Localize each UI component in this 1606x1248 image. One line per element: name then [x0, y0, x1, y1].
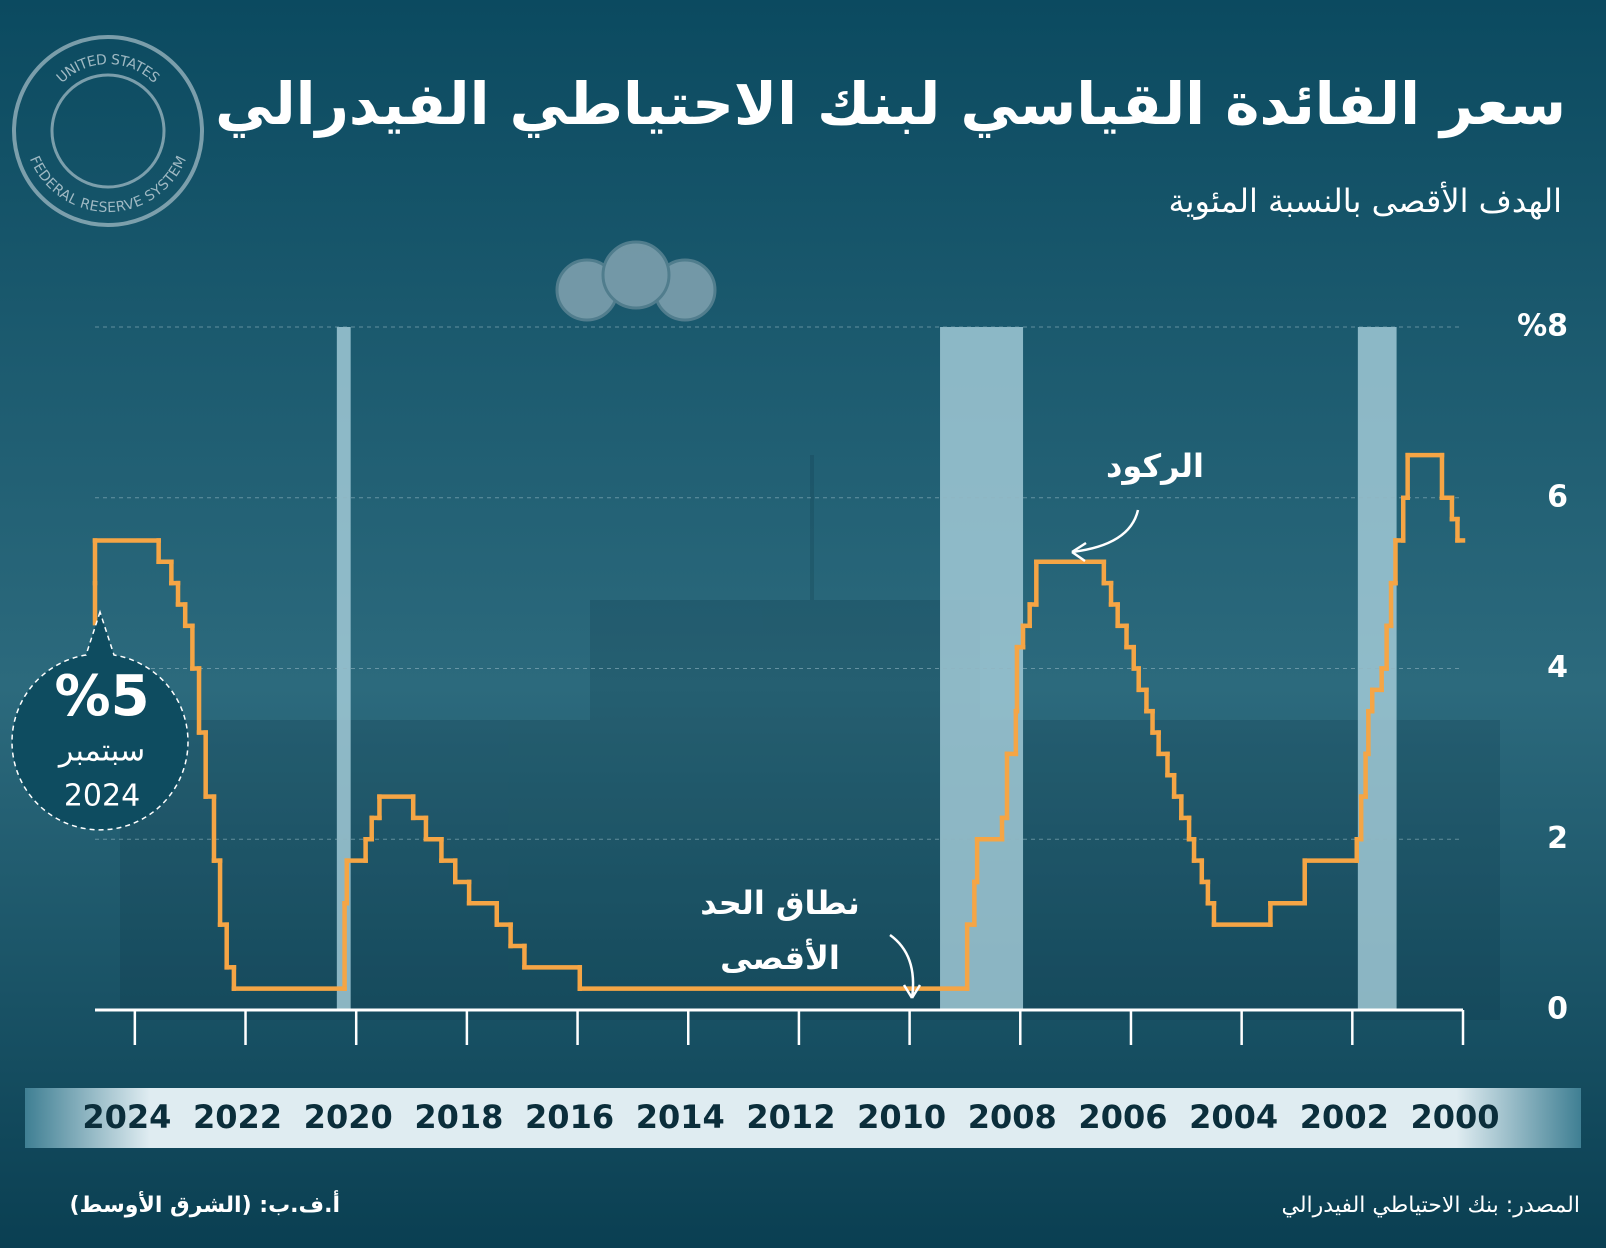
plot: 0 2 4 6 %8 2000 2002 2004 2006 2008 2010 2012 2014 20…: [82, 309, 1568, 1137]
recession-arrow: [1071, 509, 1140, 563]
x-tick-label: 2000: [1410, 1098, 1499, 1136]
upper-label: نطاق الحد: [700, 884, 859, 922]
y-tick-label: 0: [1547, 992, 1568, 1027]
x-tick-label: 2008: [968, 1098, 1057, 1136]
x-tick-label: 2004: [1189, 1098, 1278, 1136]
x-tick-label: 2018: [414, 1098, 503, 1136]
callout: %5 سبتمبر 2024: [11, 609, 189, 831]
chart-title: سعر الفائدة القياسي لبنك الاحتياطي الفيد…: [215, 70, 1566, 139]
x-tick-label: 2012: [746, 1098, 835, 1136]
upper-arrow: [889, 933, 922, 999]
x-tick-label: 2006: [1078, 1098, 1167, 1136]
callout-month: سبتمبر: [57, 734, 145, 769]
callout-value: %5: [54, 664, 149, 729]
source: المصدر: بنك الاحتياطي الفيدرالي: [1282, 1193, 1580, 1218]
y-tick-label: %8: [1517, 309, 1568, 344]
y-tick-label: 4: [1547, 650, 1568, 685]
recession-label: الركود: [1106, 447, 1204, 485]
y-tick-label: 6: [1547, 479, 1568, 514]
x-tick-label: 2014: [636, 1098, 725, 1136]
y-tick-label: 2: [1547, 821, 1568, 856]
upper-label: الأقصى: [720, 938, 840, 977]
x-tick-label: 2024: [82, 1098, 171, 1136]
credit: أ.ف.ب: (الشرق الأوسط): [70, 1189, 340, 1218]
callout-bubble: [11, 609, 189, 831]
x-tick-label: 2016: [525, 1098, 614, 1136]
x-axis-band: [25, 1088, 1581, 1148]
x-tick-label: 2002: [1300, 1098, 1389, 1136]
callout-year: 2024: [64, 779, 140, 814]
seal: [12, 35, 204, 227]
x-tick-label: 2010: [857, 1098, 946, 1136]
chart-subtitle: الهدف الأقصى بالنسبة المئوية: [1168, 181, 1562, 220]
x-tick-label: 2020: [304, 1098, 393, 1136]
x-tick-label: 2022: [193, 1098, 282, 1136]
money-icon: [555, 240, 717, 322]
